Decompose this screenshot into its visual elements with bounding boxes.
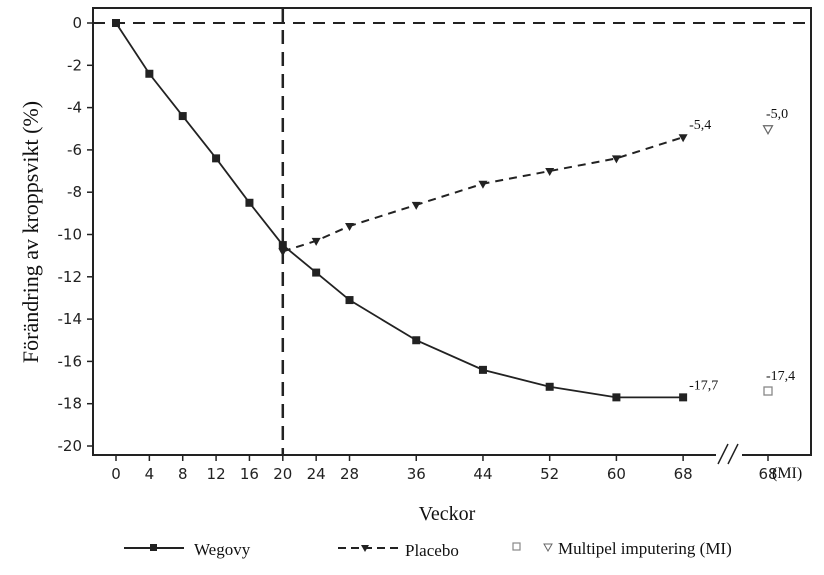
- x-tick-label-mi: 68: [758, 465, 777, 483]
- y-axis-label: Förändring av kroppsvikt (%): [18, 101, 43, 363]
- y-tick-label: -12: [58, 268, 83, 286]
- x-tick-label: 0: [111, 465, 121, 483]
- y-tick-label: -2: [67, 56, 82, 74]
- legend: Wegovy Placebo Multipel imputering (MI): [124, 539, 732, 560]
- wegovy-point: [145, 69, 154, 78]
- placebo-mi-point: [762, 125, 774, 135]
- wegovy-mi-point: [763, 386, 773, 396]
- svg-text:Multipel imputering (MI): Multipel imputering (MI): [558, 539, 732, 558]
- y-tick-label: -8: [67, 183, 82, 201]
- wegovy-point: [278, 241, 287, 250]
- plot-frame: [92, 7, 812, 456]
- placebo-point: [278, 248, 288, 257]
- x-tick-label: 28: [340, 465, 359, 483]
- y-tick-label: -6: [67, 141, 82, 159]
- placebo-point: [411, 201, 421, 210]
- x-tick-label: 68: [674, 465, 693, 483]
- y-tick-label: -10: [58, 226, 83, 244]
- wegovy-point: [679, 393, 688, 402]
- x-tick-label: 60: [607, 465, 626, 483]
- wegovy-line: [115, 22, 684, 399]
- y-tick-label: -16: [58, 352, 83, 370]
- wegovy-point: [178, 112, 187, 121]
- x-tick-label: 20: [273, 465, 292, 483]
- placebo-point: [611, 155, 621, 164]
- placebo-point: [678, 134, 688, 143]
- svg-text:Placebo: Placebo: [405, 541, 459, 560]
- x-tick-label: 4: [145, 465, 155, 483]
- svg-text:Wegovy: Wegovy: [194, 540, 251, 559]
- y-tick-label: -20: [58, 437, 83, 455]
- y-tick-label: -14: [58, 310, 83, 328]
- wegovy-point: [545, 382, 554, 391]
- x-tick-label-mi-suffix: (MI): [772, 465, 802, 482]
- x-tick-label: 36: [407, 465, 426, 483]
- x-tick-label: 16: [240, 465, 259, 483]
- wegovy-end-label: -17,7: [689, 378, 718, 393]
- placebo-mi-label: -5,0: [766, 107, 788, 122]
- y-tick-label: -4: [67, 99, 82, 117]
- x-tick-label: 8: [178, 465, 188, 483]
- wegovy-point: [245, 198, 254, 207]
- x-tick-label: 24: [307, 465, 326, 483]
- wegovy-point: [112, 19, 120, 27]
- x-axis-label: Veckor: [419, 503, 476, 525]
- wegovy-point: [478, 365, 487, 374]
- placebo-end-label: -5,4: [689, 118, 711, 133]
- x-tick-label: 52: [540, 465, 559, 483]
- x-tick-label: 12: [207, 465, 226, 483]
- wegovy-point: [345, 296, 354, 305]
- y-tick-label: -18: [58, 395, 83, 413]
- x-tick-label: 44: [473, 465, 492, 483]
- wegovy-point: [612, 393, 621, 402]
- wegovy-point: [212, 154, 221, 163]
- legend-item-placebo: Placebo: [338, 541, 459, 560]
- placebo-point: [545, 168, 555, 177]
- placebo-point: [478, 180, 488, 189]
- placebo-point: [311, 237, 321, 246]
- placebo-point: [345, 223, 355, 232]
- axis-break-icon: [716, 443, 742, 465]
- legend-item-wegovy: Wegovy: [124, 540, 251, 559]
- y-tick-label: 0: [72, 14, 82, 32]
- placebo-line: [282, 136, 684, 253]
- wegovy-point: [312, 268, 321, 277]
- legend-item-mi: Multipel imputering (MI): [512, 539, 732, 558]
- wegovy-point: [412, 336, 421, 345]
- wegovy-mi-label: -17,4: [766, 369, 795, 384]
